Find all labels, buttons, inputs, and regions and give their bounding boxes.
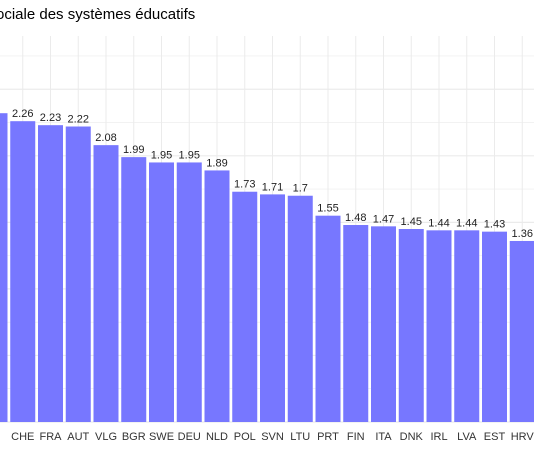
data-label-vlg: 2.08 [95,132,116,144]
bar-prt [315,215,341,422]
chart-bars [0,113,534,422]
chart-data-labels: 22.262.232.222.081.991.951.951.891.731.7… [12,108,533,240]
x-tick-label-che: CHE [11,431,34,443]
data-label-irl: 1.44 [428,217,449,229]
bar-dnk [398,229,424,422]
data-label-ita: 1.47 [373,213,394,225]
data-label-swe: 1.95 [151,149,172,161]
data-label-prt: 1.55 [317,203,338,215]
x-tick-label-pol: POL [234,431,256,443]
x-tick-label-ita: ITA [375,431,392,443]
x-tick-label-est: EST [484,431,506,443]
data-label-che: 2.26 [12,108,33,120]
bar-vlg [93,145,119,422]
bar-e [0,113,8,422]
chart-x-ticks: ECHEFRAAUTVLGBGRSWEDEUNLDPOLSVNLTUPRTFIN… [11,431,534,443]
bar-hrv [509,240,534,422]
data-label-est: 1.43 [484,219,505,231]
data-label-deu: 1.95 [179,149,200,161]
bar-nld [204,170,230,422]
bar-bgr [121,157,147,422]
data-label-nld: 1.89 [206,157,227,169]
x-tick-label-irl: IRL [430,431,447,443]
x-tick-label-fra: FRA [40,431,63,443]
data-label-dnk: 1.45 [401,216,422,228]
bar-ita [371,226,396,422]
x-tick-label-dnk: DNK [400,431,424,443]
data-label-fra: 2.23 [40,112,61,124]
x-tick-label-fin: FIN [347,431,365,443]
bar-ltu [287,195,313,422]
data-label-hrv: 1.36 [512,228,533,240]
chart-title: ociale des systèmes éducatifs [0,6,195,23]
x-tick-label-bgr: BGR [122,431,146,443]
bar-svn [260,194,285,422]
x-tick-label-lva: LVA [457,431,477,443]
x-tick-label-hrv: HRV [511,431,534,443]
bar-che [10,121,36,422]
data-label-fin: 1.48 [345,212,366,224]
bar-fin [343,225,369,422]
bar-swe [149,162,174,422]
x-tick-label-nld: NLD [206,431,228,443]
data-label-aut: 2.22 [68,114,89,126]
x-tick-label-vlg: VLG [95,431,117,443]
bar-fra [38,125,63,422]
data-label-ltu: 1.7 [293,183,308,195]
x-tick-label-swe: SWE [149,431,174,443]
x-tick-label-svn: SVN [261,431,284,443]
x-tick-label-aut: AUT [67,431,89,443]
bar-est [482,231,507,422]
x-tick-label-deu: DEU [178,431,201,443]
bar-pol [232,191,258,422]
x-tick-label-prt: PRT [317,431,339,443]
bar-irl [426,230,452,422]
bar-aut [65,126,91,422]
data-label-bgr: 1.99 [123,144,144,156]
data-label-pol: 1.73 [234,179,255,191]
data-label-svn: 1.71 [262,181,283,193]
bar-deu [176,162,202,422]
bar-lva [454,230,480,422]
data-label-lva: 1.44 [456,217,477,229]
x-tick-label-ltu: LTU [290,431,310,443]
